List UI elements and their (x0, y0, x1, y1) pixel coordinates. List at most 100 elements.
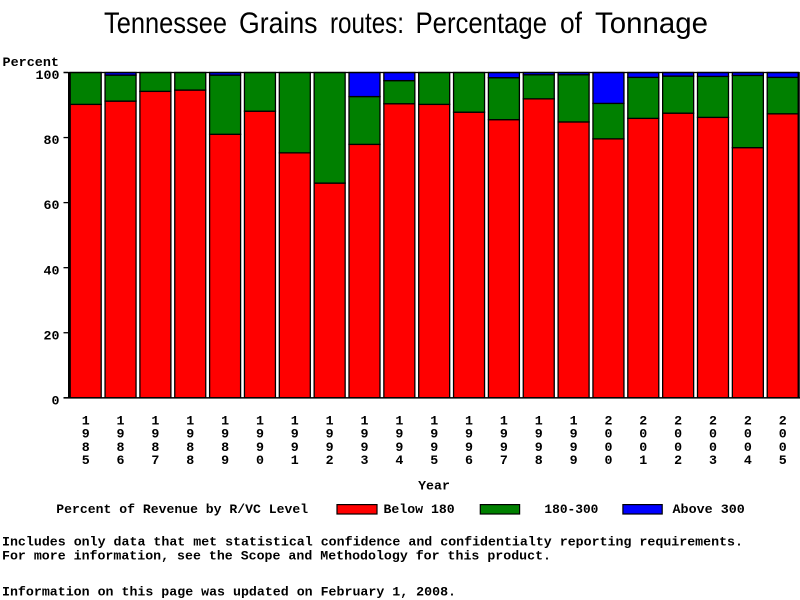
svg-text:7: 7 (500, 453, 508, 468)
svg-text:4: 4 (395, 453, 403, 468)
svg-text:0: 0 (256, 453, 264, 468)
svg-text:0: 0 (709, 440, 717, 455)
svg-text:9: 9 (256, 427, 264, 442)
svg-text:2: 2 (639, 413, 647, 428)
svg-text:9: 9 (465, 427, 473, 442)
svg-text:Tennessee: Tennessee (104, 7, 227, 40)
svg-text:9: 9 (535, 440, 543, 455)
svg-text:9: 9 (361, 427, 369, 442)
svg-text:2: 2 (709, 413, 717, 428)
svg-text:Percentage: Percentage (416, 7, 548, 40)
svg-text:0: 0 (709, 427, 717, 442)
svg-text:0: 0 (779, 427, 787, 442)
svg-text:1: 1 (82, 413, 90, 428)
svg-text:8: 8 (221, 440, 229, 455)
svg-text:9: 9 (395, 427, 403, 442)
svg-text:7: 7 (151, 453, 159, 468)
svg-text:9: 9 (221, 453, 229, 468)
svg-text:Percent of Revenue by R/VC Lev: Percent of Revenue by R/VC Level (56, 502, 308, 517)
svg-text:1: 1 (361, 413, 369, 428)
svg-text:9: 9 (535, 427, 543, 442)
svg-text:Includes only data that met st: Includes only data that met statistical … (2, 535, 743, 550)
svg-text:Grains: Grains (239, 7, 318, 40)
svg-text:3: 3 (361, 453, 369, 468)
svg-text:0: 0 (744, 440, 752, 455)
svg-text:4: 4 (744, 453, 752, 468)
svg-text:8: 8 (82, 440, 90, 455)
svg-text:0: 0 (639, 440, 647, 455)
svg-text:1: 1 (221, 413, 229, 428)
svg-text:1: 1 (291, 453, 299, 468)
svg-text:40: 40 (44, 263, 60, 278)
svg-text:1: 1 (151, 413, 159, 428)
svg-text:of: of (560, 7, 583, 40)
svg-text:0: 0 (604, 453, 612, 468)
svg-text:Tonnage: Tonnage (595, 7, 708, 40)
svg-text:8: 8 (117, 440, 125, 455)
svg-text:9: 9 (291, 440, 299, 455)
svg-text:1: 1 (639, 453, 647, 468)
svg-text:1: 1 (326, 413, 334, 428)
svg-text:9: 9 (291, 427, 299, 442)
svg-text:8: 8 (186, 453, 194, 468)
svg-text:9: 9 (430, 427, 438, 442)
svg-text:0: 0 (674, 427, 682, 442)
svg-text:60: 60 (44, 198, 60, 213)
svg-text:9: 9 (395, 440, 403, 455)
svg-text:5: 5 (82, 453, 90, 468)
svg-text:1: 1 (186, 413, 194, 428)
svg-text:Year: Year (418, 479, 450, 494)
svg-text:9: 9 (430, 440, 438, 455)
svg-text:0: 0 (604, 440, 612, 455)
svg-text:Above 300: Above 300 (673, 502, 745, 517)
svg-text:9: 9 (570, 440, 578, 455)
svg-text:5: 5 (430, 453, 438, 468)
svg-text:9: 9 (256, 440, 264, 455)
svg-text:3: 3 (709, 453, 717, 468)
svg-text:9: 9 (465, 440, 473, 455)
svg-text:0: 0 (639, 427, 647, 442)
svg-text:9: 9 (500, 440, 508, 455)
svg-text:0: 0 (52, 393, 60, 408)
svg-text:2: 2 (744, 413, 752, 428)
svg-text:1: 1 (465, 413, 473, 428)
svg-text:2: 2 (604, 413, 612, 428)
svg-text:9: 9 (570, 453, 578, 468)
svg-text:0: 0 (674, 440, 682, 455)
svg-text:9: 9 (82, 427, 90, 442)
svg-text:2: 2 (674, 453, 682, 468)
svg-text:9: 9 (186, 427, 194, 442)
svg-text:6: 6 (465, 453, 473, 468)
svg-text:1: 1 (395, 413, 403, 428)
svg-text:Percent: Percent (3, 55, 60, 70)
svg-text:8: 8 (151, 440, 159, 455)
svg-text:20: 20 (44, 328, 60, 343)
svg-text:2: 2 (779, 413, 787, 428)
svg-text:Information on this page was u: Information on this page was updated on … (2, 585, 456, 600)
svg-text:80: 80 (44, 133, 60, 148)
svg-text:9: 9 (151, 427, 159, 442)
svg-text:0: 0 (779, 440, 787, 455)
svg-text:9: 9 (326, 427, 334, 442)
svg-text:0: 0 (604, 427, 612, 442)
svg-text:1: 1 (430, 413, 438, 428)
svg-text:1: 1 (256, 413, 264, 428)
svg-text:100: 100 (36, 68, 60, 83)
svg-text:0: 0 (744, 427, 752, 442)
svg-text:9: 9 (500, 427, 508, 442)
svg-text:For more information, see the: For more information, see the Scope and … (2, 549, 551, 564)
svg-text:9: 9 (570, 427, 578, 442)
svg-text:2: 2 (674, 413, 682, 428)
svg-text:Below 180: Below 180 (384, 502, 455, 517)
svg-text:180-300: 180-300 (544, 502, 598, 517)
svg-text:8: 8 (186, 440, 194, 455)
svg-text:1: 1 (570, 413, 578, 428)
svg-text:routes:: routes: (330, 7, 404, 40)
svg-text:9: 9 (221, 427, 229, 442)
svg-text:1: 1 (535, 413, 543, 428)
svg-text:6: 6 (117, 453, 125, 468)
svg-text:9: 9 (361, 440, 369, 455)
svg-text:5: 5 (779, 453, 787, 468)
svg-text:1: 1 (500, 413, 508, 428)
svg-text:1: 1 (291, 413, 299, 428)
